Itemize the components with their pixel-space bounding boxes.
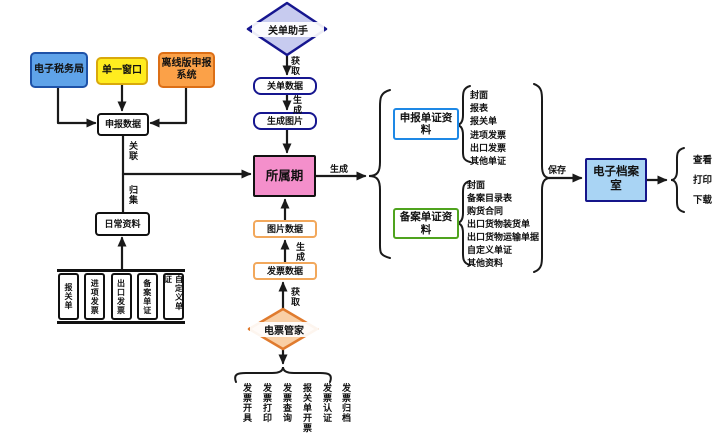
func-invoice-archiving: 发票归档: [341, 383, 351, 423]
edge-label-generate-mid: 生成: [295, 242, 305, 262]
list-item: 出口货物装货单: [467, 219, 531, 229]
doc-filing-document: 备案单证: [136, 273, 158, 320]
edge-label-generate-top: 生成: [292, 95, 302, 115]
node-customs-assistant-label: 关单助手: [252, 22, 324, 37]
node-daily-materials: 日常资料: [95, 212, 150, 236]
node-image-data: 图片数据: [253, 220, 317, 238]
list-item: 封面: [470, 90, 489, 101]
node-electronic-archive-room: 电子档案室: [585, 158, 647, 202]
doc-export-invoice: 出口发票: [110, 273, 132, 320]
func-customs-declaration-invoicing: 报关单开票: [302, 383, 312, 433]
action-view: 查看: [693, 155, 713, 166]
list-item: 出口货物运输单据: [467, 232, 540, 242]
list-item: 其他资料: [467, 258, 504, 268]
edge-label-fetch-bottom: 获取: [290, 287, 300, 307]
edge-label-collect: 归集: [128, 185, 138, 205]
brace-invoice-functions: [234, 366, 332, 383]
func-invoice-query: 发票查询: [282, 383, 292, 423]
func-invoice-authentication: 发票认证: [322, 383, 332, 423]
func-invoice-print: 发票打印: [262, 383, 272, 423]
doc-input-invoice: 进项发票: [84, 273, 106, 320]
node-einvoice-manager-label: 电票管家: [250, 322, 318, 337]
node-invoice-data: 发票数据: [253, 262, 317, 280]
node-generate-image: 生成图片: [253, 112, 317, 130]
node-offline-declaration-system: 离线版申报系统: [158, 52, 215, 88]
doc-custom-document: 自定义单证: [163, 273, 184, 320]
edge-label-save: 保存: [548, 165, 567, 175]
filing-docs-list: 封面 备案目录表 购货合同 出口货物装货单 出口货物运输单据 自定义单证 其他资…: [467, 178, 539, 269]
list-item: 报关单: [470, 116, 498, 127]
func-invoice-issue: 发票开具: [242, 383, 252, 423]
list-item: 购货合同: [467, 206, 504, 216]
brace-archive-actions: [670, 147, 685, 213]
node-declaration-documents: 申报单证资料: [393, 108, 459, 140]
list-item: 自定义单证: [467, 245, 513, 255]
doc-customs-declaration: 报关单: [58, 273, 79, 320]
node-single-window: 单一窗口: [96, 57, 148, 85]
list-item: 出口发票: [470, 142, 507, 153]
node-customs-data: 关单数据: [253, 77, 317, 95]
list-item: 备案目录表: [467, 193, 513, 203]
edge-label-relate: 关联: [128, 141, 138, 161]
edge-label-generate-right: 生成: [330, 164, 349, 174]
node-period: 所属期: [253, 155, 316, 197]
node-filing-documents: 备案单证资料: [393, 208, 459, 239]
list-item: 其他单证: [470, 156, 507, 167]
node-electronic-tax-bureau: 电子税务局: [30, 52, 88, 88]
list-item: 封面: [467, 180, 486, 190]
edge-offline-to-declare: [149, 86, 188, 128]
daily-source-docs-group: 报关单 进项发票 出口发票 备案单证 自定义单证: [57, 269, 185, 324]
list-item: 进项发票: [470, 129, 507, 140]
action-download: 下载: [693, 195, 713, 206]
edge-label-fetch-top: 获取: [290, 56, 300, 76]
list-item: 报表: [470, 103, 489, 114]
brace-save-merge: [533, 83, 551, 273]
node-declaration-data: 申报数据: [97, 113, 149, 136]
action-print: 打印: [693, 175, 713, 186]
declare-docs-list: 封面 报表 报关单 进项发票 出口发票 其他单证: [470, 88, 506, 167]
edge-etax-to-declare: [56, 86, 97, 128]
archive-actions-list: 查看 打印 下载: [693, 149, 712, 209]
brace-output-split: [368, 89, 391, 259]
